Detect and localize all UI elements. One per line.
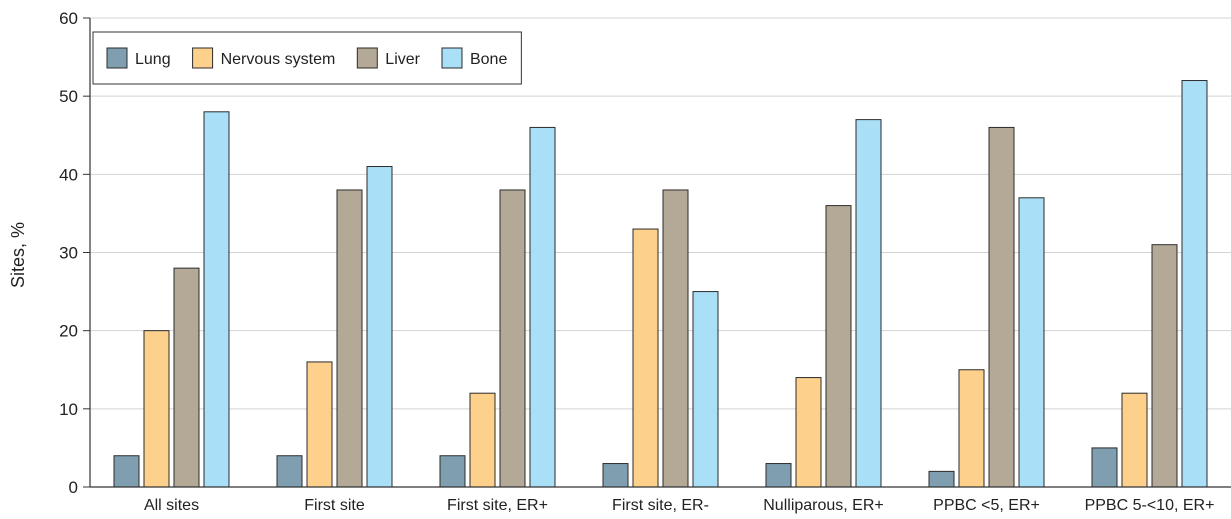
bar-liver [825, 205, 852, 488]
x-axis: All sites First site First site, ER+ First … [90, 486, 1231, 514]
bar-lung [439, 455, 466, 488]
bar-lung [928, 470, 955, 488]
bar-liver [336, 189, 363, 488]
bar-lung [1091, 447, 1118, 488]
legend-label: Nervous system [221, 51, 336, 68]
y-tick-label: 30 [59, 244, 78, 263]
bar-bone [692, 291, 719, 488]
bars [113, 80, 1208, 488]
x-category-label: First site [304, 497, 365, 514]
bar-liver [662, 189, 689, 488]
y-tick-label: 10 [59, 400, 78, 419]
legend-label: Liver [385, 51, 420, 68]
legend-swatch [356, 47, 378, 69]
bar-nervous-system [632, 228, 659, 488]
y-tick-label: 60 [59, 9, 78, 28]
x-category-label: First site, ER+ [447, 497, 548, 514]
legend-label: Lung [135, 51, 171, 68]
y-tick-label: 20 [59, 322, 78, 341]
bar-nervous-system [143, 330, 170, 488]
y-tick-label: 40 [59, 165, 78, 184]
bar-liver [499, 189, 526, 488]
bar-bone [1181, 80, 1208, 488]
bar-nervous-system [306, 361, 333, 488]
x-category-label: First site, ER- [612, 497, 709, 514]
x-category-label: All sites [144, 497, 199, 514]
bar-lung [602, 463, 629, 488]
legend-swatch [192, 47, 214, 69]
bar-bone [855, 119, 882, 488]
y-axis: 0 10 20 30 40 50 60 [59, 9, 91, 497]
bar-bone [366, 166, 393, 488]
bar-nervous-system [958, 369, 985, 488]
y-tick-label: 50 [59, 87, 78, 106]
y-axis-title: Sites, % [8, 222, 28, 288]
bar-liver [988, 126, 1015, 488]
legend-swatch [441, 47, 463, 69]
y-tick-label: 0 [69, 478, 78, 497]
legend: Lung Nervous system Liver Bone [92, 31, 522, 85]
bar-liver [1151, 244, 1178, 488]
bar-lung [113, 455, 140, 488]
x-category-label: PPBC <5, ER+ [933, 497, 1040, 514]
bar-nervous-system [469, 392, 496, 488]
bar-nervous-system [795, 377, 822, 488]
legend-label: Bone [470, 51, 507, 68]
bar-bone [1018, 197, 1045, 488]
bar-bone [203, 111, 230, 488]
x-category-label: PPBC 5-<10, ER+ [1085, 497, 1215, 514]
legend-swatch [106, 47, 128, 69]
x-category-label: Nulliparous, ER+ [763, 497, 884, 514]
bar-nervous-system [1121, 392, 1148, 488]
bar-lung [765, 463, 792, 488]
bar-lung [276, 455, 303, 488]
bar-liver [173, 267, 200, 488]
bar-bone [529, 126, 556, 488]
